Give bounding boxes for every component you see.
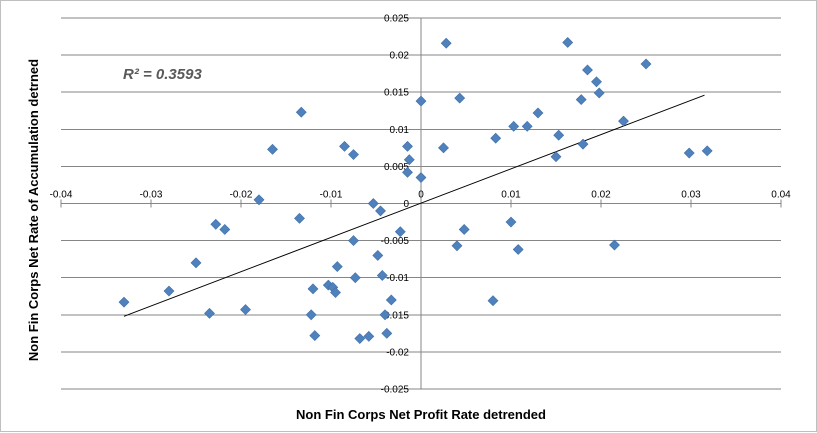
data-point-6 [240, 304, 251, 316]
data-point-21 [349, 272, 361, 284]
data-point-9 [294, 212, 305, 224]
data-point-42 [487, 295, 499, 307]
x-tick-label-6: 0.02 [591, 190, 611, 201]
data-point-58 [618, 115, 629, 127]
data-point-46 [512, 244, 524, 255]
data-point-51 [562, 37, 574, 48]
data-point-36 [415, 172, 427, 183]
data-point-52 [575, 94, 587, 106]
data-point-4 [210, 218, 222, 230]
data-point-16 [330, 287, 341, 298]
data-point-25 [372, 250, 384, 261]
trendline [123, 94, 705, 317]
y-tick-label-3: 0.01 [390, 125, 410, 136]
data-point-27 [376, 270, 388, 281]
x-tick-label-7: 0.03 [681, 190, 701, 201]
data-point-28 [379, 309, 391, 321]
y-tick-label-9: -0.02 [386, 347, 409, 358]
data-point-56 [593, 87, 605, 99]
data-point-49 [550, 151, 562, 163]
data-point-0 [118, 296, 130, 308]
data-point-30 [385, 294, 397, 306]
y-tick-label-10: -0.025 [381, 385, 410, 396]
data-point-50 [553, 129, 565, 141]
data-point-55 [591, 76, 602, 88]
data-point-5 [219, 224, 231, 235]
data-point-17 [331, 261, 343, 272]
data-point-47 [521, 120, 533, 132]
y-tick-label-0: 0.025 [384, 14, 409, 25]
data-point-7 [253, 194, 265, 206]
y-tick-label-2: 0.015 [384, 88, 409, 99]
data-point-20 [348, 235, 359, 247]
y-tick-label-7: -0.01 [386, 273, 409, 284]
data-point-8 [267, 143, 278, 155]
data-point-57 [609, 239, 620, 251]
data-point-41 [458, 224, 470, 235]
y-tick-label-5: 0 [403, 199, 409, 210]
x-tick-label-0: -0.04 [50, 190, 73, 201]
data-point-54 [582, 64, 593, 76]
y-tick-label-4: 0.005 [384, 162, 409, 173]
x-tick-label-5: 0.01 [501, 190, 521, 201]
data-point-23 [363, 330, 375, 342]
data-point-26 [375, 205, 386, 217]
x-tick-label-8: 0.04 [771, 190, 791, 201]
data-point-53 [577, 138, 589, 150]
x-axis-title: Non Fin Corps Net Profit Rate detrended [296, 407, 546, 422]
x-tick-label-1: -0.03 [140, 190, 163, 201]
data-point-3 [204, 307, 215, 319]
data-point-44 [505, 216, 517, 228]
data-point-38 [440, 37, 452, 49]
x-tick-label-4: 0 [418, 190, 424, 201]
data-point-2 [190, 257, 202, 269]
data-point-45 [508, 120, 520, 132]
data-point-22 [354, 333, 366, 344]
y-tick-label-1: 0.02 [390, 51, 410, 62]
y-axis-title: Non Fin Corps Net Rate of Accumulation d… [26, 59, 41, 361]
data-point-13 [309, 330, 321, 342]
data-point-19 [348, 149, 359, 160]
y-tick-label-6: -0.005 [381, 236, 410, 247]
data-point-32 [402, 166, 413, 178]
r-squared-annotation: R² = 0.3593 [123, 66, 202, 83]
data-point-34 [403, 154, 415, 166]
data-point-35 [415, 95, 427, 107]
data-point-39 [451, 240, 463, 252]
data-point-29 [381, 327, 393, 339]
data-point-60 [683, 147, 695, 159]
y-tick-label-8: -0.015 [381, 310, 410, 321]
x-tick-label-3: -0.01 [320, 190, 343, 201]
data-point-61 [701, 145, 713, 157]
data-point-18 [339, 140, 350, 152]
data-point-24 [367, 198, 379, 209]
x-tick-label-2: -0.02 [230, 190, 253, 201]
data-point-37 [438, 142, 449, 154]
data-point-59 [640, 58, 652, 70]
data-point-1 [163, 285, 175, 297]
data-point-48 [532, 107, 544, 119]
data-point-40 [454, 92, 466, 104]
data-point-12 [307, 283, 319, 295]
data-point-33 [402, 140, 413, 152]
data-point-10 [295, 106, 307, 118]
data-point-43 [490, 132, 502, 144]
data-point-31 [394, 226, 406, 238]
data-point-11 [305, 309, 317, 321]
